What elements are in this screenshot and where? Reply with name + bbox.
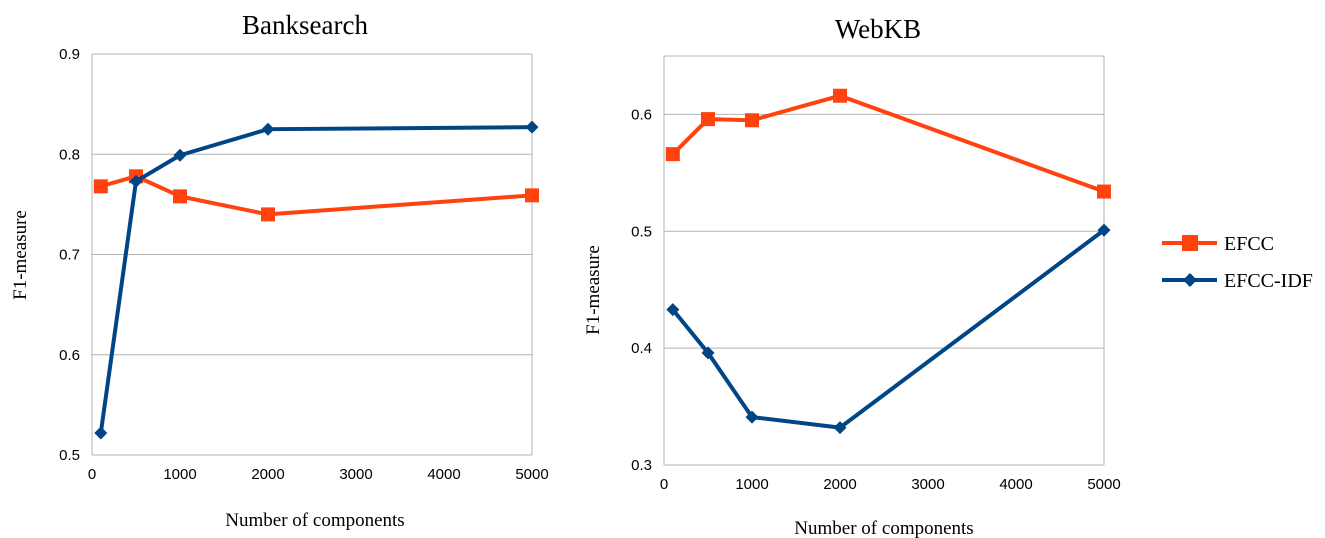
y-tick-label: 0.7 [59,247,80,264]
y-axis-label: F1-measure [10,210,31,300]
x-tick-label: 1000 [163,466,196,483]
y-tick-label: 0.6 [59,347,80,364]
data-point-diamond [129,174,143,188]
legend-label: EFCC-IDF [1224,270,1313,292]
series-line-efcc-idf [671,228,1106,430]
data-point-square [665,147,680,162]
legend-entry-efcc: EFCC [1162,233,1274,255]
y-tick-label: 0.5 [631,223,652,240]
x-tick-label: 0 [88,466,96,483]
data-point-square [93,179,108,194]
y-tick-label: 0.9 [59,46,80,63]
data-point-diamond [525,120,539,134]
legend-entry-efcc-idf: EFCC-IDF [1162,270,1313,292]
x-axis-label: Number of components [794,518,973,538]
chart-banksearch: Banksearch Number of components F1-measu… [10,10,549,531]
x-tick-label: 0 [660,476,668,493]
data-point-diamond [833,421,847,435]
x-tick-label: 2000 [251,466,284,483]
data-point-square [701,112,715,127]
data-point-square [1097,184,1111,199]
data-point-diamond [701,346,715,360]
data-point-square [173,189,187,204]
data-point-diamond [666,303,680,317]
x-tick-label: 2000 [823,476,856,493]
chart-title: WebKB [835,14,921,44]
chart-title: Banksearch [242,10,368,40]
x-tick-label: 5000 [515,466,548,483]
data-point-square [525,188,539,203]
data-point-diamond [173,148,187,162]
data-point-diamond [94,426,108,440]
x-tick-label: 1000 [735,476,768,493]
data-point-square [833,88,847,103]
y-tick-label: 0.8 [59,146,80,163]
y-tick-label: 0.3 [631,457,652,474]
series-line-efcc-idf [98,125,533,434]
data-point-diamond [261,122,275,136]
y-tick-label: 0.4 [631,340,652,357]
x-axis-label: Number of components [225,510,404,531]
x-tick-label: 4000 [427,466,460,483]
x-tick-label: 4000 [999,476,1032,493]
data-point-diamond [745,410,759,424]
series-line-efcc [671,93,1105,194]
y-axis-label: F1-measure [583,245,604,335]
series-line-efcc [100,174,533,217]
y-tick-label: 0.5 [59,447,80,464]
chart-webkb: WebKB Number of components F1-measure 0.… [583,14,1121,538]
legend-label: EFCC [1224,233,1274,255]
data-point-diamond [1097,223,1111,237]
y-tick-label: 0.6 [631,106,652,123]
data-point-square [261,207,275,222]
legend: EFCC EFCC-IDF [1162,233,1313,292]
x-tick-label: 3000 [911,476,944,493]
x-tick-label: 3000 [339,466,372,483]
data-point-square [745,113,759,128]
x-tick-label: 5000 [1087,476,1120,493]
